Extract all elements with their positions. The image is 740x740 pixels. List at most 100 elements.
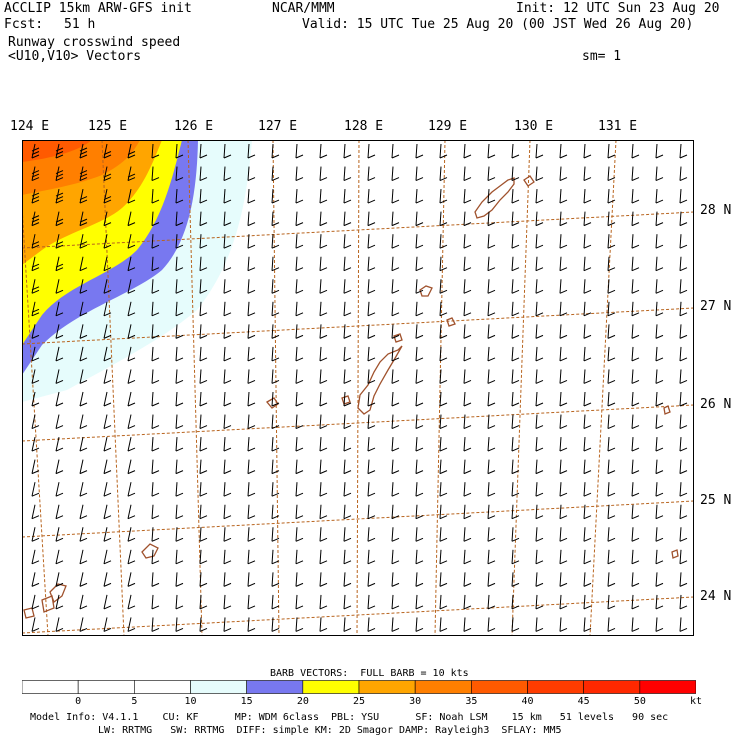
wind-barb: [439, 482, 448, 497]
colorbar-tick-label: 45: [577, 696, 590, 707]
wind-barb: [583, 143, 592, 159]
wind-barb: [199, 594, 208, 610]
wind-barb: [583, 324, 592, 339]
wind-barb: [487, 166, 496, 182]
wind-barb: [55, 166, 64, 182]
wind-barb: [151, 459, 160, 475]
wind-barb: [463, 617, 472, 632]
wind-barb: [583, 414, 592, 430]
model-info-line1: Model Info: V4.1.1 CU: KF MP: WDM 6class…: [30, 712, 669, 723]
wind-barb: [319, 414, 328, 430]
wind-barb: [79, 482, 88, 497]
wind-barb: [655, 527, 664, 542]
wind-barb: [175, 256, 184, 272]
wind-barb: [463, 256, 472, 272]
wind-barb: [559, 414, 568, 430]
wind-barb: [559, 572, 568, 587]
wind-barb: [55, 301, 64, 317]
wind-barb: [391, 617, 400, 632]
wind-barb: [271, 279, 280, 294]
wind-barb: [127, 617, 136, 632]
wind-barb: [151, 437, 160, 452]
wind-barb: [655, 414, 664, 430]
wind-barb: [199, 143, 208, 159]
map-panel: [22, 140, 694, 636]
wind-barb: [79, 549, 88, 565]
wind-barb: [463, 594, 472, 610]
wind-barb: [319, 234, 328, 249]
wind-barb: [463, 459, 472, 475]
wind-barb: [439, 594, 448, 610]
wind-barb: [271, 166, 280, 182]
wind-barb: [487, 549, 496, 565]
wind-barb: [223, 414, 232, 430]
wind-barb: [535, 256, 544, 272]
wind-barb: [295, 414, 304, 430]
wind-barb: [583, 617, 592, 632]
wind-barb: [199, 256, 208, 272]
wind-barb: [55, 414, 64, 430]
wind-barb: [31, 369, 40, 384]
colorbar-caption: BARB VECTORS: FULL BARB = 10 kts: [270, 668, 469, 679]
wind-barb: [151, 301, 160, 317]
wind-barb: [607, 482, 616, 497]
wind-barb: [367, 256, 376, 272]
wind-barbs: [31, 143, 688, 632]
wind-barb: [631, 346, 640, 362]
wind-barb: [295, 143, 304, 159]
wind-barb: [79, 391, 88, 407]
wind-barb: [487, 346, 496, 362]
wind-barb: [679, 572, 688, 587]
wind-barb: [31, 346, 40, 362]
wind-barb: [55, 572, 64, 587]
wind-barb: [679, 143, 688, 159]
wind-barb: [175, 211, 184, 227]
wind-barb: [175, 391, 184, 407]
wind-barb: [199, 482, 208, 497]
wind-barb: [415, 256, 424, 272]
wind-barb: [463, 346, 472, 362]
colorbar-segment: [471, 680, 528, 694]
wind-barb: [127, 279, 136, 294]
wind-barb: [271, 256, 280, 272]
wind-barb: [367, 527, 376, 542]
wind-barb: [31, 414, 40, 430]
wind-barb: [559, 391, 568, 407]
wind-barb: [199, 324, 208, 339]
wind-barb: [559, 256, 568, 272]
colorbar-tick-label: 40: [521, 696, 534, 707]
wind-barb: [535, 301, 544, 317]
longitude-label: 129 E: [428, 119, 468, 134]
wind-barb: [367, 211, 376, 227]
wind-barb: [151, 189, 160, 204]
wind-barb: [415, 527, 424, 542]
wind-barb: [463, 414, 472, 430]
wind-barb: [631, 482, 640, 497]
wind-barb: [607, 437, 616, 452]
wind-barb: [343, 279, 352, 294]
wind-barb: [559, 143, 568, 159]
colorbar: [22, 680, 696, 694]
wind-barb: [511, 234, 520, 249]
colorbar-segment: [583, 680, 641, 694]
wind-barb: [127, 166, 136, 182]
wind-barb: [535, 189, 544, 204]
wind-barb: [199, 234, 208, 249]
wind-barb: [631, 617, 640, 632]
wind-barb: [655, 369, 664, 384]
wind-barb: [295, 211, 304, 227]
colorbar-unit: kt: [690, 696, 703, 707]
wind-barb: [535, 459, 544, 475]
wind-barb: [319, 549, 328, 565]
wind-barb: [271, 143, 280, 159]
wind-barb: [559, 459, 568, 475]
wind-barb: [319, 572, 328, 587]
wind-barb: [391, 211, 400, 227]
wind-barb: [367, 166, 376, 182]
wind-barb: [31, 504, 40, 520]
wind-barb: [175, 594, 184, 610]
wind-barb: [55, 234, 64, 249]
wind-barb: [367, 459, 376, 475]
wind-barb: [103, 211, 112, 227]
wind-barb: [463, 482, 472, 497]
